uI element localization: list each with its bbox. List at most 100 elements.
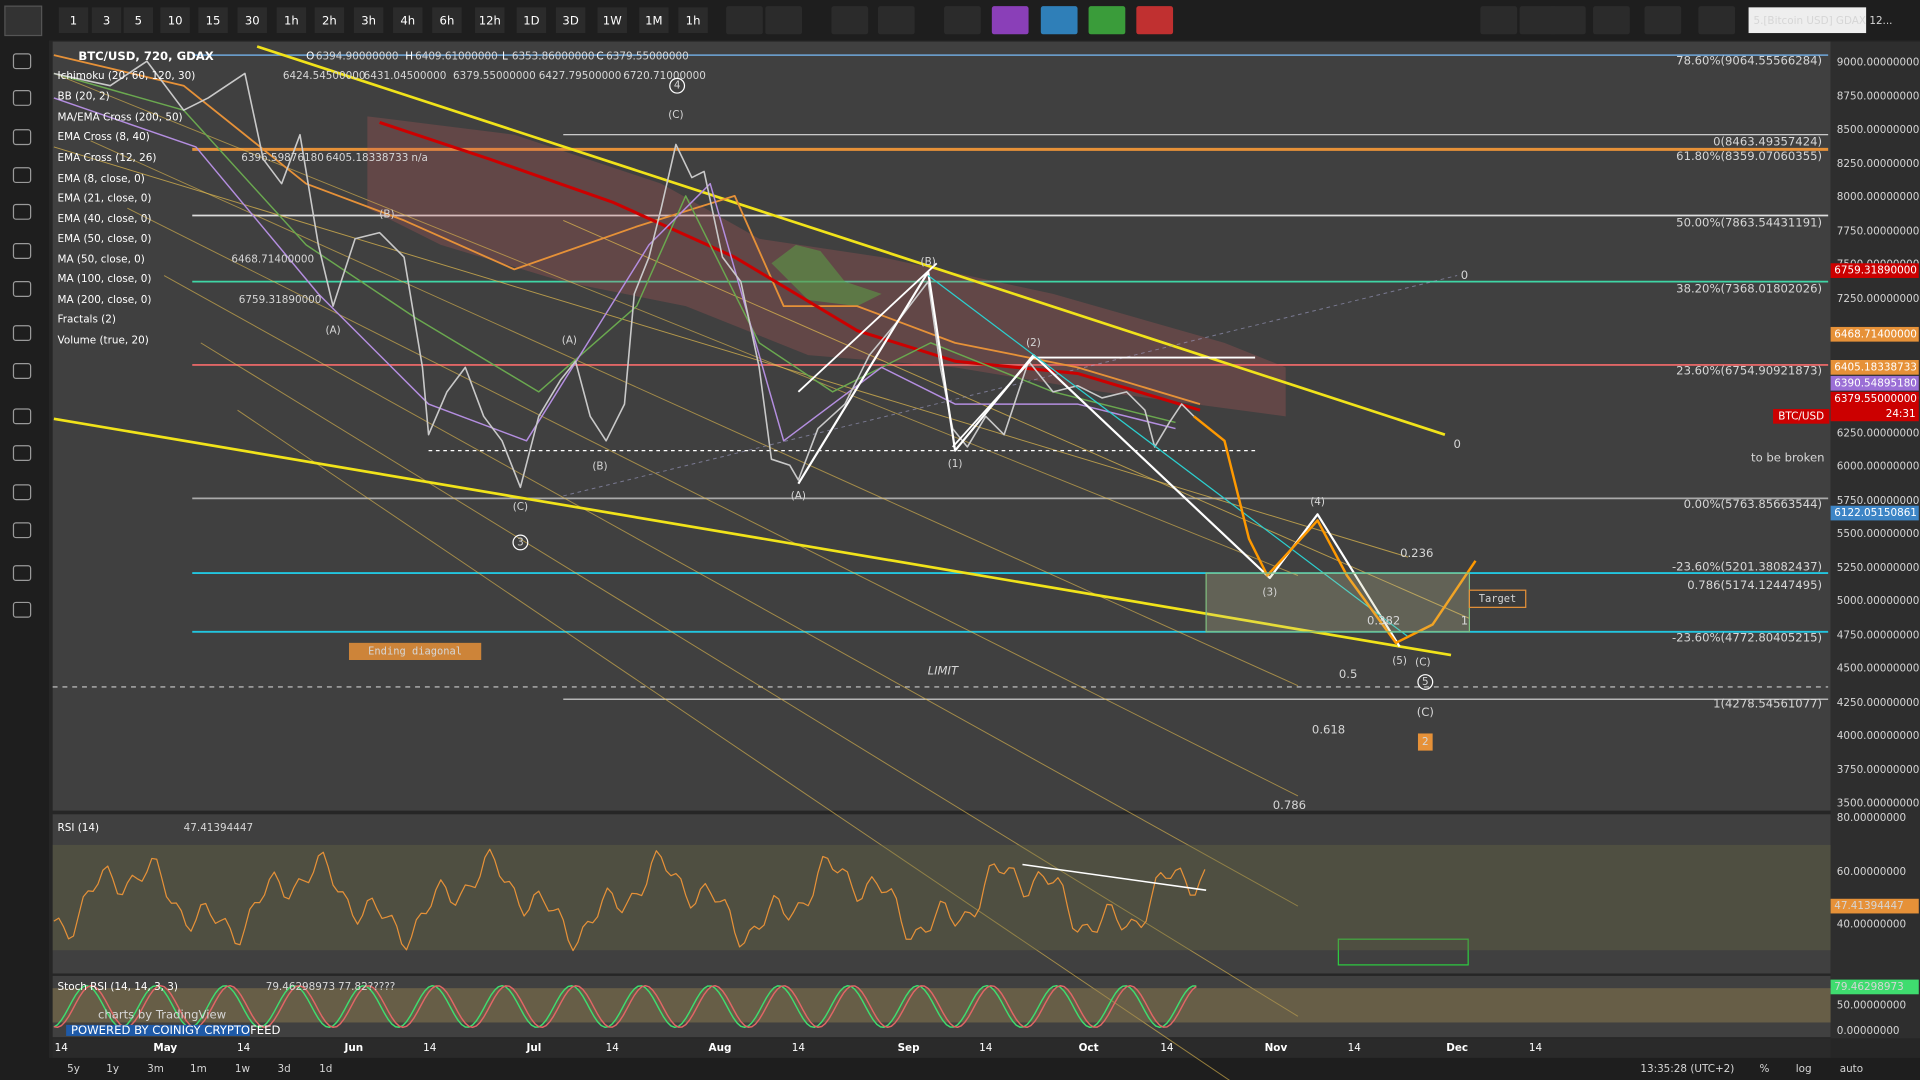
indicator-name[interactable]: MA (100, close, 0) [58, 273, 152, 285]
interval-button[interactable] [432, 7, 462, 34]
sidebar-tool[interactable] [12, 565, 32, 582]
price-tick: 4750.00000000 [1837, 630, 1920, 642]
price-badge [1830, 406, 1919, 422]
interval-button[interactable] [516, 7, 547, 34]
interval-button[interactable] [91, 7, 122, 34]
price-tick: 5250.00000000 [1837, 562, 1920, 574]
range-button[interactable]: 1d [319, 1063, 332, 1075]
sidebar-tool[interactable] [12, 522, 32, 539]
sidebar-tool[interactable] [12, 203, 32, 220]
interval-label[interactable]: 30 [245, 13, 260, 27]
sidebar-tool[interactable] [12, 363, 32, 379]
indicator-name[interactable]: MA/EMA Cross (200, 50) [58, 112, 183, 124]
interval-label[interactable]: 1 [70, 13, 77, 27]
tool-button[interactable] [1593, 6, 1630, 35]
indicator-name[interactable]: EMA (40, close, 0) [58, 213, 152, 225]
symbol-tab-label[interactable]: 5.[Bitcoin USD] GDAX 12... [1753, 15, 1892, 27]
interval-button[interactable] [353, 7, 384, 34]
sidebar-tool[interactable] [12, 281, 32, 297]
interval-label[interactable]: 5 [135, 13, 142, 27]
scale-option[interactable]: % [1760, 1063, 1770, 1075]
indicator-name[interactable]: MA (200, close, 0) [58, 294, 152, 306]
rsi-title[interactable]: RSI (14) [58, 822, 100, 834]
tool-button[interactable] [765, 6, 803, 35]
interval-button[interactable] [597, 7, 627, 34]
interval-label[interactable]: 4h [400, 13, 415, 27]
tool-button[interactable] [1088, 6, 1126, 35]
range-button[interactable]: 1m [190, 1063, 207, 1075]
interval-button[interactable] [160, 7, 190, 34]
interval-button[interactable] [237, 7, 267, 34]
range-button[interactable]: 5y [67, 1063, 80, 1075]
tool-button[interactable] [944, 6, 981, 35]
tool-button[interactable] [991, 6, 1029, 35]
symbol-badge-label: BTC/USD [1778, 410, 1824, 422]
indicator-name[interactable]: Ichimoku (20, 60, 120, 30) [58, 70, 196, 82]
interval-label[interactable]: 2h [322, 13, 337, 27]
range-button[interactable]: 3d [277, 1063, 290, 1075]
interval-label[interactable]: 6h [440, 13, 455, 27]
scale-option[interactable]: log [1796, 1063, 1812, 1075]
indicator-name[interactable]: Volume (true, 20) [58, 334, 149, 346]
interval-button[interactable] [314, 7, 345, 34]
tool-button[interactable] [1136, 6, 1174, 35]
scale-option[interactable]: auto [1840, 1063, 1863, 1075]
indicator-name[interactable]: EMA (21, close, 0) [58, 192, 152, 204]
tool-button[interactable] [877, 6, 915, 35]
sidebar-tool[interactable] [12, 408, 32, 425]
interval-label[interactable]: 3 [103, 13, 110, 27]
interval-label[interactable]: 15 [206, 13, 221, 27]
indicator-name[interactable]: Fractals (2) [58, 314, 116, 326]
sidebar-tool[interactable] [12, 167, 32, 184]
tool-button[interactable] [1519, 6, 1557, 35]
tool-button[interactable] [831, 6, 869, 35]
interval-label[interactable]: 3D [562, 13, 578, 27]
range-button[interactable]: 3m [147, 1063, 164, 1075]
interval-button[interactable] [123, 7, 154, 34]
interval-button[interactable] [276, 7, 307, 34]
stoch-title[interactable]: Stoch RSI (14, 14, 3, 3) [58, 981, 178, 993]
interval-label[interactable]: 1M [645, 13, 662, 27]
interval-button[interactable] [555, 7, 586, 34]
interval-button[interactable] [198, 7, 228, 34]
interval-label[interactable]: 10 [168, 13, 183, 27]
symbol-tab[interactable] [1748, 7, 1867, 34]
interval-button[interactable] [393, 7, 423, 34]
indicator-name[interactable]: MA (50, close, 0) [58, 254, 145, 266]
sidebar-tool[interactable] [12, 325, 32, 342]
range-button[interactable]: 1y [106, 1063, 119, 1075]
sidebar-tool[interactable] [12, 243, 32, 259]
sidebar-tool[interactable] [12, 601, 32, 618]
tool-button[interactable] [1698, 6, 1736, 35]
interval-label[interactable]: 12h [479, 13, 501, 27]
interval-button[interactable] [58, 7, 89, 34]
tool-button[interactable] [726, 6, 763, 35]
tool-button[interactable] [1040, 6, 1078, 35]
sidebar-tool[interactable] [12, 90, 32, 106]
tool-button[interactable] [1644, 6, 1682, 35]
sidebar-tool[interactable] [12, 445, 32, 462]
interval-label[interactable]: 3h [361, 13, 376, 27]
price-tick: 5500.00000000 [1837, 528, 1920, 540]
interval-button[interactable] [639, 7, 669, 34]
tool-button[interactable] [1480, 6, 1518, 35]
indicator-name[interactable]: BB (20, 2) [58, 91, 110, 103]
symbol-title: BTC/USD, 720, GDAX [78, 49, 213, 63]
indicator-name[interactable]: EMA Cross (12, 26) [58, 152, 157, 164]
interval-button[interactable] [475, 7, 505, 34]
interval-label[interactable]: 1W [603, 13, 622, 27]
price-tick: 4500.00000000 [1837, 663, 1920, 675]
interval-label[interactable]: 1h [284, 13, 299, 27]
sidebar-tool[interactable] [12, 484, 32, 501]
interval-label[interactable]: 1D [523, 13, 539, 27]
crosshair-button[interactable] [4, 5, 43, 37]
sidebar-tool[interactable] [12, 53, 32, 70]
range-button[interactable]: 1w [235, 1063, 251, 1075]
interval-label[interactable]: 1h [686, 13, 701, 27]
indicator-name[interactable]: EMA (50, close, 0) [58, 233, 152, 245]
indicator-name[interactable]: EMA Cross (8, 40) [58, 131, 150, 143]
indicator-name[interactable]: EMA (8, close, 0) [58, 173, 145, 185]
interval-button[interactable] [678, 7, 708, 34]
sidebar-tool[interactable] [12, 129, 32, 146]
tool-button[interactable] [1548, 6, 1586, 35]
